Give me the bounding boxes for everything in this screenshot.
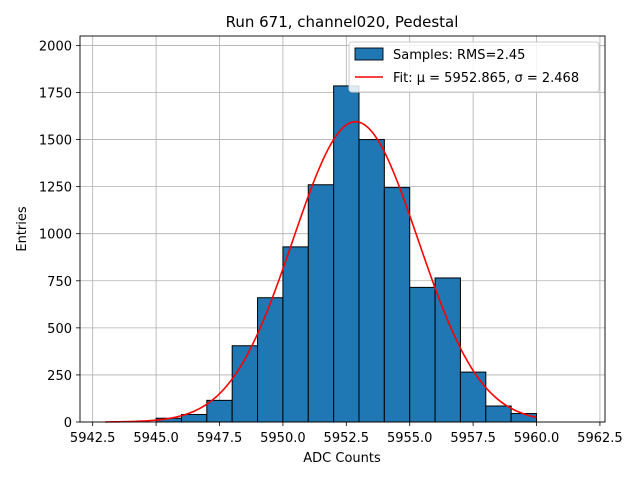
histogram-bar	[434, 277, 461, 423]
histogram-bar	[307, 184, 335, 423]
y-tick-label: 1000	[39, 228, 72, 243]
y-axis-label: Entries	[15, 206, 30, 252]
y-tick-label: 500	[47, 322, 72, 337]
histogram-bar	[333, 85, 360, 423]
y-tick-label: 0	[64, 416, 72, 431]
histogram-bar	[282, 246, 309, 423]
chart-title: Run 671, channel020, Pedestal	[226, 13, 459, 31]
x-axis-label: ADC Counts	[303, 451, 381, 466]
x-tick-label: 5955.0	[387, 431, 433, 446]
legend-swatch-samples	[354, 47, 384, 61]
y-tick-label: 2000	[39, 39, 72, 54]
legend-box	[348, 41, 600, 93]
fit-curve	[105, 120, 537, 423]
histogram-bar	[206, 399, 233, 423]
legend-label-samples: Samples: RMS=2.45	[393, 48, 525, 63]
histogram-bar	[459, 371, 487, 423]
histogram-bar	[409, 286, 436, 423]
histogram-bar	[485, 405, 512, 423]
legend-label-fit: Fit: μ = 5952.865, σ = 2.468	[393, 71, 579, 86]
histogram-bar	[358, 139, 385, 423]
x-tick-label: 5947.5	[197, 431, 243, 446]
histogram-bar	[510, 413, 538, 423]
legend: Samples: RMS=2.45 Fit: μ = 5952.865, σ =…	[348, 41, 600, 93]
y-axis-ticks: 0 250 500 750 1000 1250 1500 1750 2000	[39, 39, 80, 431]
x-tick-label: 5945.0	[133, 431, 179, 446]
histogram-bar	[231, 345, 259, 423]
x-tick-label: 5942.5	[70, 431, 116, 446]
x-tick-label: 5952.5	[324, 431, 370, 446]
x-tick-label: 5962.5	[577, 431, 623, 446]
x-axis-ticks: 5942.5 5945.0 5947.5 5950.0 5952.5 5955.0 5957…	[70, 422, 623, 446]
histogram-bar	[180, 413, 208, 423]
x-tick-label: 5950.0	[260, 431, 306, 446]
x-tick-label: 5960.0	[514, 431, 560, 446]
y-tick-label: 1750	[39, 86, 72, 101]
histogram-bar	[383, 187, 411, 423]
y-tick-label: 1250	[39, 181, 72, 196]
y-tick-label: 750	[47, 275, 72, 290]
y-tick-label: 1500	[39, 134, 72, 149]
y-tick-label: 250	[47, 369, 72, 384]
x-tick-label: 5957.5	[450, 431, 496, 446]
plot-frame	[79, 35, 606, 423]
histogram-bar	[257, 297, 284, 423]
